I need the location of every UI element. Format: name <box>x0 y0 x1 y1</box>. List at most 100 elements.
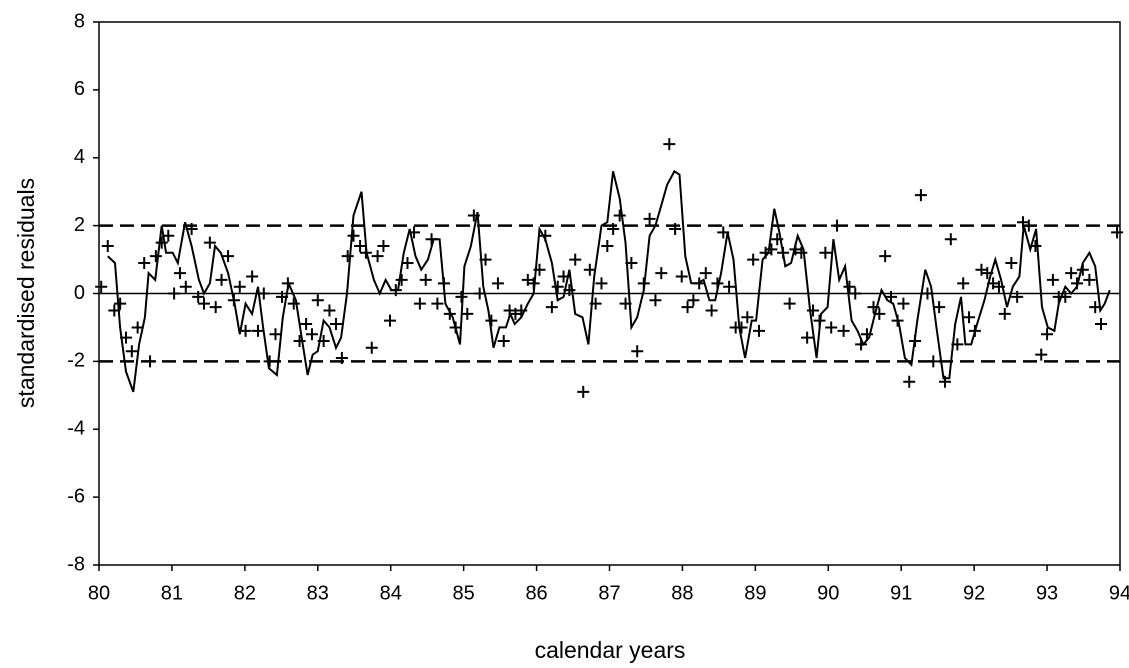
plus-marker <box>257 287 270 300</box>
plus-marker <box>131 321 144 334</box>
plus-marker <box>843 280 856 293</box>
plus-marker <box>425 233 438 246</box>
plus-marker <box>879 250 892 263</box>
plus-marker <box>138 256 151 269</box>
x-tick-label: 89 <box>744 582 766 604</box>
plus-marker <box>1011 290 1024 303</box>
plus-marker <box>209 301 222 314</box>
plus-marker <box>1005 256 1018 269</box>
plus-marker <box>455 290 468 303</box>
plus-marker <box>806 304 819 317</box>
plus-marker <box>179 280 192 293</box>
plus-marker <box>539 229 552 242</box>
plus-marker <box>625 256 638 269</box>
plus-marker <box>933 301 946 314</box>
plus-marker <box>281 277 294 290</box>
x-tick-label: 90 <box>817 582 839 604</box>
plus-marker <box>347 229 360 242</box>
plus-marker <box>637 277 650 290</box>
y-tick-label: 6 <box>74 78 85 100</box>
plus-marker <box>998 307 1011 320</box>
x-tick-label: 87 <box>598 582 620 604</box>
plus-marker <box>162 229 175 242</box>
plus-marker <box>927 355 940 368</box>
plus-marker <box>144 355 157 368</box>
x-tick-label: 82 <box>234 582 256 604</box>
plus-marker <box>992 280 1005 293</box>
plus-marker <box>227 294 240 307</box>
plus-marker <box>944 233 957 246</box>
plus-marker <box>563 284 576 297</box>
plus-marker <box>305 328 318 341</box>
plus-marker <box>251 324 264 337</box>
plus-marker <box>735 321 748 334</box>
plus-marker <box>419 273 432 286</box>
plus-marker <box>909 335 922 348</box>
plus-marker <box>215 273 228 286</box>
plus-marker <box>1076 263 1089 276</box>
plus-marker <box>287 297 300 310</box>
y-tick-label: 4 <box>74 146 85 168</box>
plus-marker <box>963 311 976 324</box>
plus-marker <box>293 335 306 348</box>
plus-marker <box>323 304 336 317</box>
plus-marker <box>1111 226 1124 239</box>
plus-marker <box>619 297 632 310</box>
plus-marker <box>801 331 814 344</box>
plus-marker <box>873 307 886 320</box>
plus-marker <box>108 304 121 317</box>
plus-marker <box>1041 328 1054 341</box>
plus-marker <box>867 301 880 314</box>
plus-marker <box>643 212 656 225</box>
x-tick-label: 84 <box>380 582 402 604</box>
x-tick-label: 86 <box>525 582 547 604</box>
plus-marker <box>173 267 186 280</box>
plus-marker <box>747 253 760 266</box>
plus-marker <box>601 239 614 252</box>
plus-marker <box>198 297 211 310</box>
plus-marker <box>515 304 528 317</box>
plus-marker <box>951 338 964 351</box>
plus-marker <box>569 253 582 266</box>
plus-marker <box>413 297 426 310</box>
plus-marker <box>246 270 259 283</box>
plus-marker <box>155 236 168 249</box>
plus-marker <box>957 277 970 290</box>
plus-marker <box>269 328 282 341</box>
plus-marker <box>473 287 486 300</box>
plus-marker <box>795 246 808 259</box>
plus-marker <box>192 290 205 303</box>
plus-marker <box>711 277 724 290</box>
plus-marker <box>819 246 832 259</box>
x-tick-label: 92 <box>963 582 985 604</box>
plus-marker <box>1029 239 1042 252</box>
plus-marker <box>431 297 444 310</box>
plus-marker <box>371 250 384 263</box>
plus-marker <box>589 297 602 310</box>
plus-marker <box>311 294 324 307</box>
plus-marker <box>825 321 838 334</box>
plus-marker <box>317 335 330 348</box>
y-tick-label: -2 <box>67 350 85 372</box>
plus-marker <box>1089 301 1102 314</box>
plus-marker <box>233 280 246 293</box>
plus-marker <box>276 290 289 303</box>
y-tick-label: 2 <box>74 214 85 236</box>
x-tick-label: 91 <box>890 582 912 604</box>
plus-marker <box>395 273 408 286</box>
y-tick-label: -8 <box>67 553 85 575</box>
x-tick-label: 80 <box>88 582 110 604</box>
plus-marker <box>359 246 372 259</box>
plus-marker <box>595 277 608 290</box>
plus-marker <box>921 287 934 300</box>
plus-marker <box>968 324 981 337</box>
plus-marker <box>765 243 778 256</box>
plus-marker <box>897 297 910 310</box>
plus-marker <box>649 294 662 307</box>
plus-marker <box>583 263 596 276</box>
plus-marker <box>114 297 127 310</box>
plus-marker <box>771 233 784 246</box>
plus-marker <box>467 209 480 222</box>
plus-marker <box>203 236 216 249</box>
plus-marker <box>1059 290 1072 303</box>
